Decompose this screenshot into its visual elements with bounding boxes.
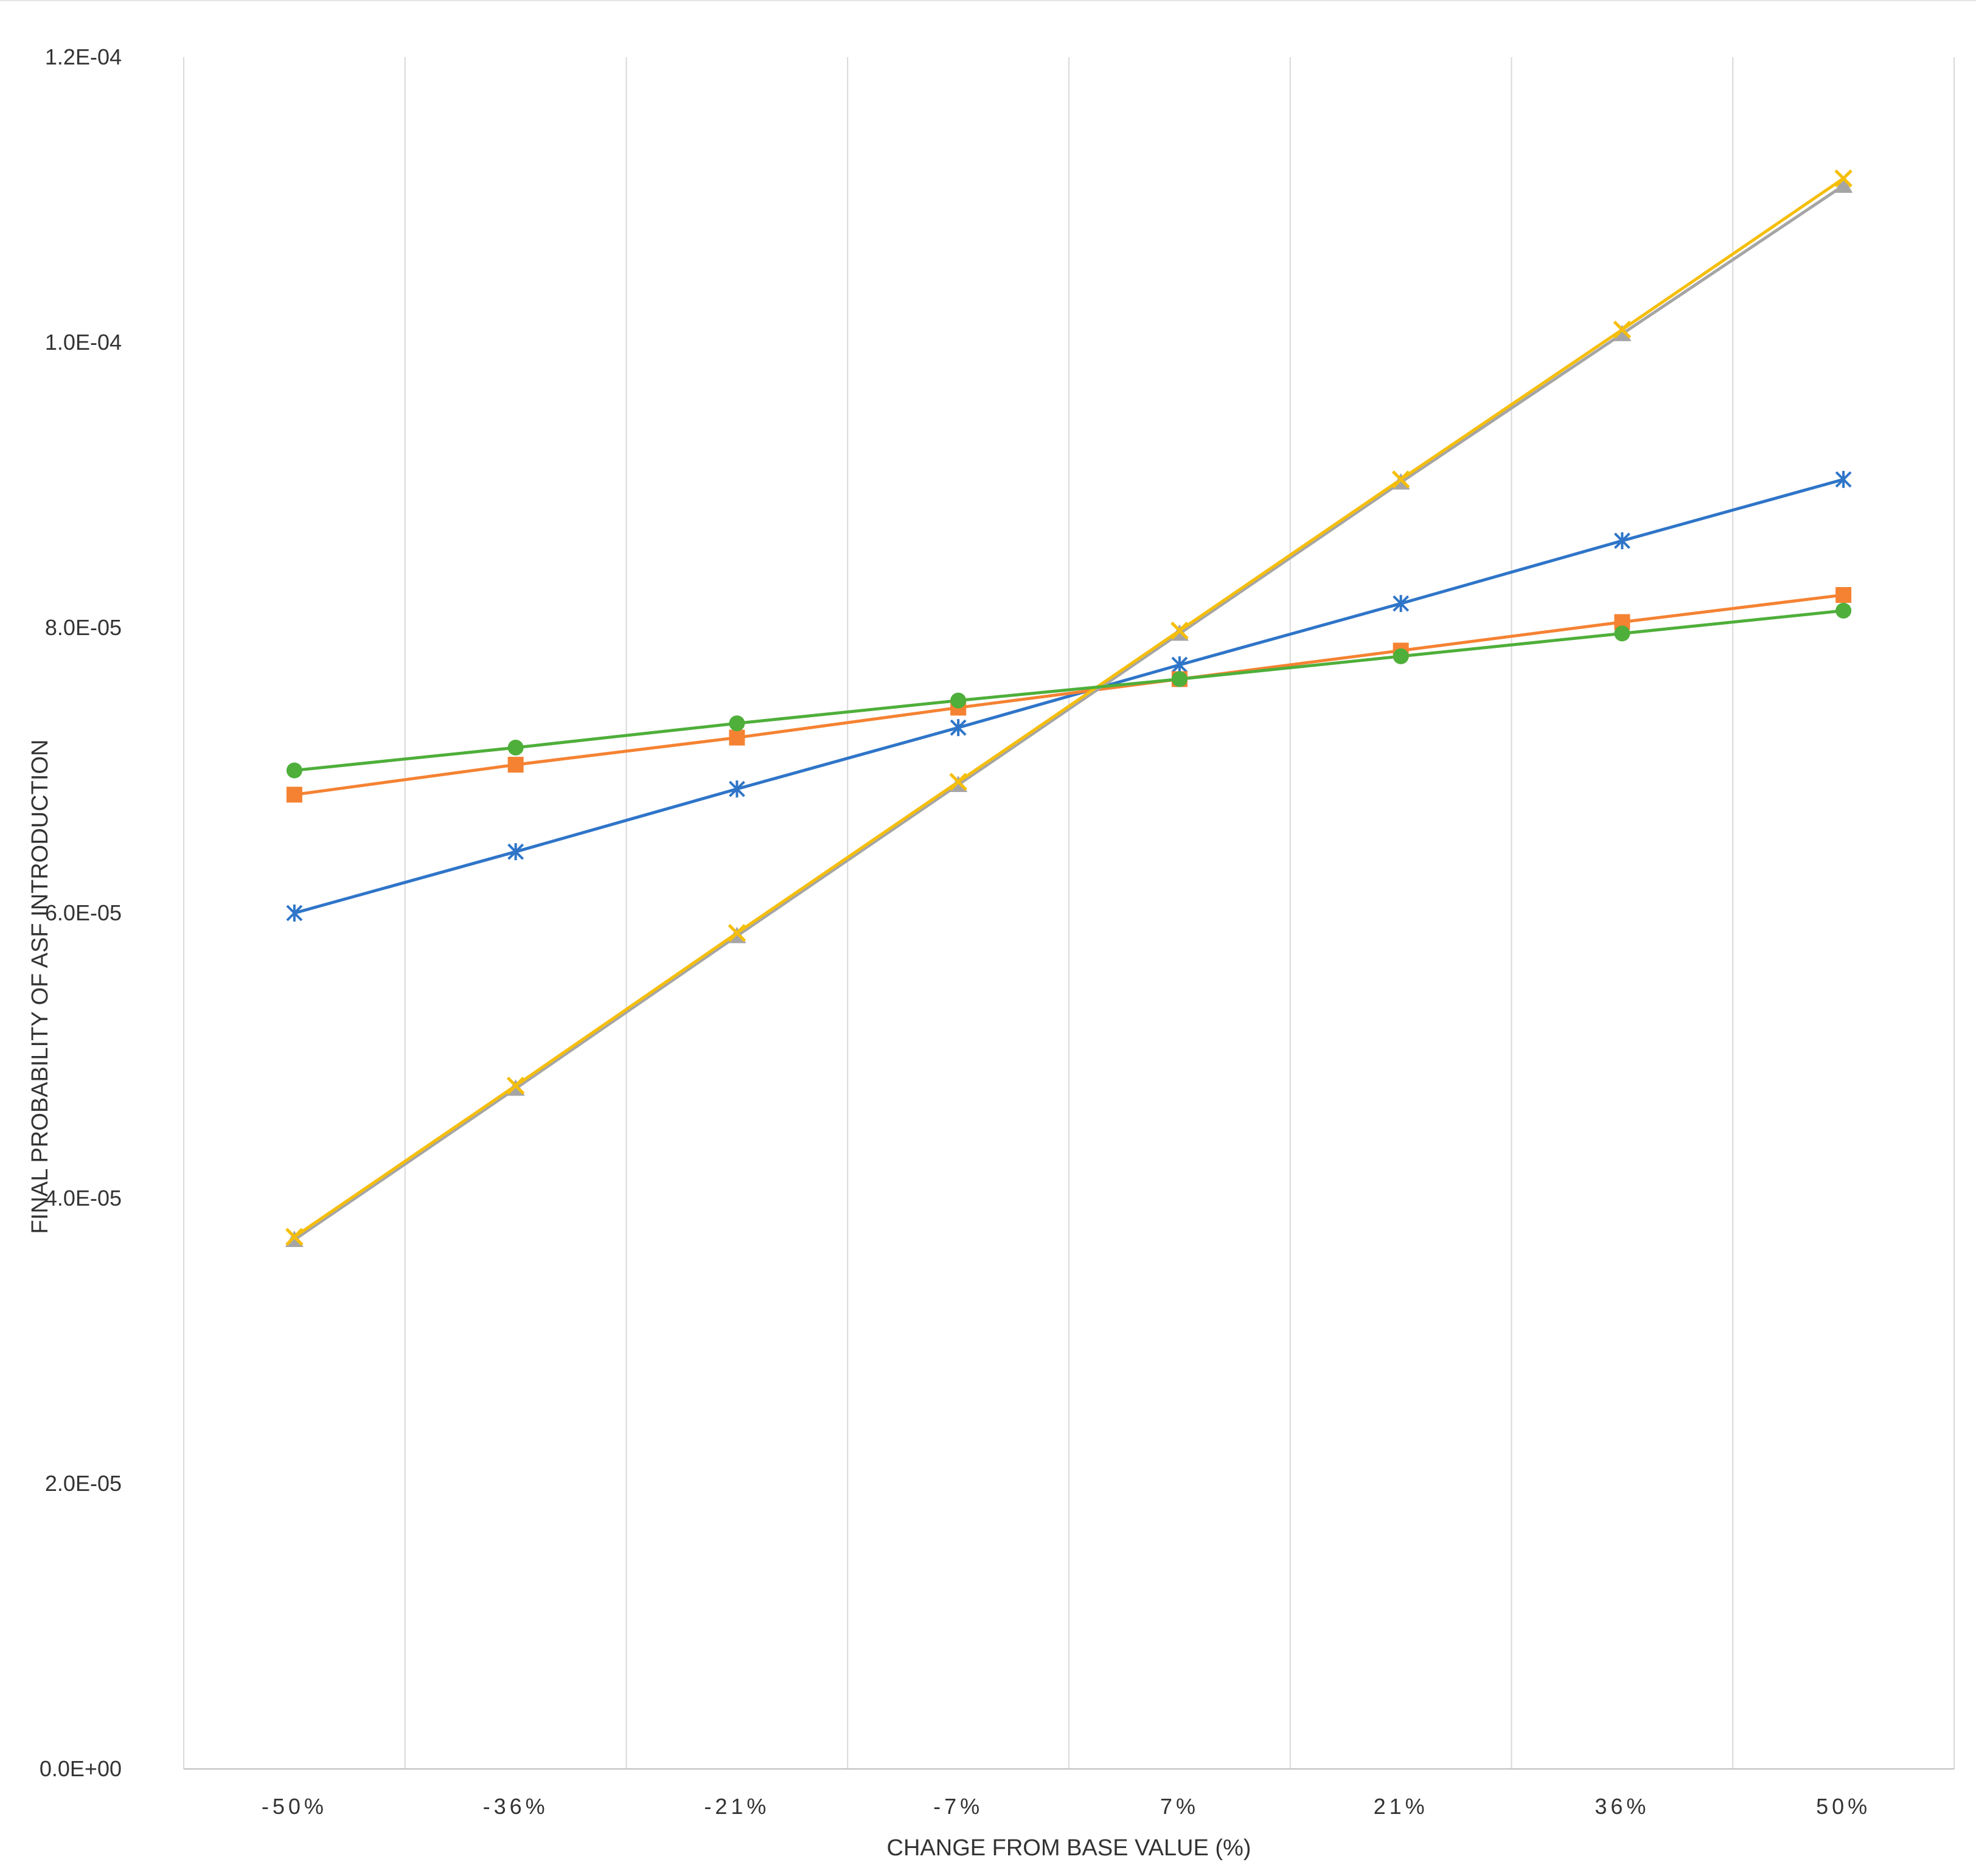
data-point-x [1834, 169, 1852, 188]
y-tick-label: 2.0E-05 [45, 1471, 122, 1496]
data-point-x [1171, 621, 1189, 640]
data-point-triangle [1613, 324, 1632, 341]
y-axis-title: FINAL PROBABILITY OF ASF INTRODUCTION [27, 740, 53, 1234]
y-tick-label: 1.0E-04 [45, 330, 122, 355]
data-point-asterisk [507, 843, 524, 861]
data-point-x [285, 1228, 304, 1246]
series-lines [293, 177, 1845, 1242]
y-tick-label: 8.0E-05 [45, 615, 122, 640]
data-point-x [949, 773, 967, 791]
data-point-square [507, 757, 524, 773]
data-point-circle [286, 762, 302, 779]
data-point-asterisk [728, 780, 745, 797]
data-point-square [1835, 587, 1852, 603]
x-tick-label: 36% [1595, 1794, 1649, 1819]
series-line-1 [294, 478, 1844, 915]
x-axis-title: CHANGE FROM BASE VALUE (%) [887, 1835, 1251, 1861]
series-line-3 [293, 184, 1845, 1242]
series-markers [285, 169, 1853, 1248]
x-tick-label: 50% [1816, 1794, 1871, 1819]
series-line-5 [294, 609, 1844, 772]
x-tick-label: 7% [1160, 1794, 1199, 1819]
series-line-4 [293, 177, 1845, 1239]
data-point-circle [1393, 648, 1409, 664]
data-point-asterisk [1835, 471, 1852, 488]
gridlines [183, 57, 1955, 1769]
data-point-asterisk [1171, 656, 1188, 673]
data-point-x [506, 1076, 525, 1095]
data-point-asterisk [1393, 595, 1410, 613]
data-point-circle [507, 739, 524, 756]
data-point-square [286, 787, 302, 803]
data-point-asterisk [286, 905, 303, 922]
y-tick-label: 0.0E+00 [40, 1756, 122, 1781]
data-point-triangle [1834, 176, 1853, 193]
data-point-circle [950, 692, 967, 709]
y-tick-label: 4.0E-05 [45, 1186, 122, 1211]
data-point-asterisk [950, 719, 967, 737]
x-tick-label: -21% [704, 1794, 770, 1819]
data-point-circle [1614, 625, 1630, 642]
y-tick-label: 6.0E-05 [45, 900, 122, 925]
data-point-circle [729, 715, 745, 732]
data-point-x [728, 924, 746, 942]
data-point-square [729, 729, 745, 746]
x-tick-label: -50% [262, 1794, 327, 1819]
y-tick-label: 1.2E-04 [45, 44, 122, 69]
data-point-x [1613, 321, 1632, 339]
x-tick-label: -7% [933, 1794, 983, 1819]
x-tick-label: -36% [483, 1794, 549, 1819]
series-line-2 [294, 593, 1844, 796]
data-point-circle [1171, 671, 1188, 687]
x-tick-label: 21% [1374, 1794, 1428, 1819]
data-point-x [1391, 470, 1410, 488]
data-point-circle [1835, 602, 1852, 619]
tick-labels: 0.0E+00 2.0E-05 4.0E-05 6.0E-05 8.0E-05 1.0E-… [40, 44, 1871, 1819]
data-point-asterisk [1613, 532, 1630, 549]
